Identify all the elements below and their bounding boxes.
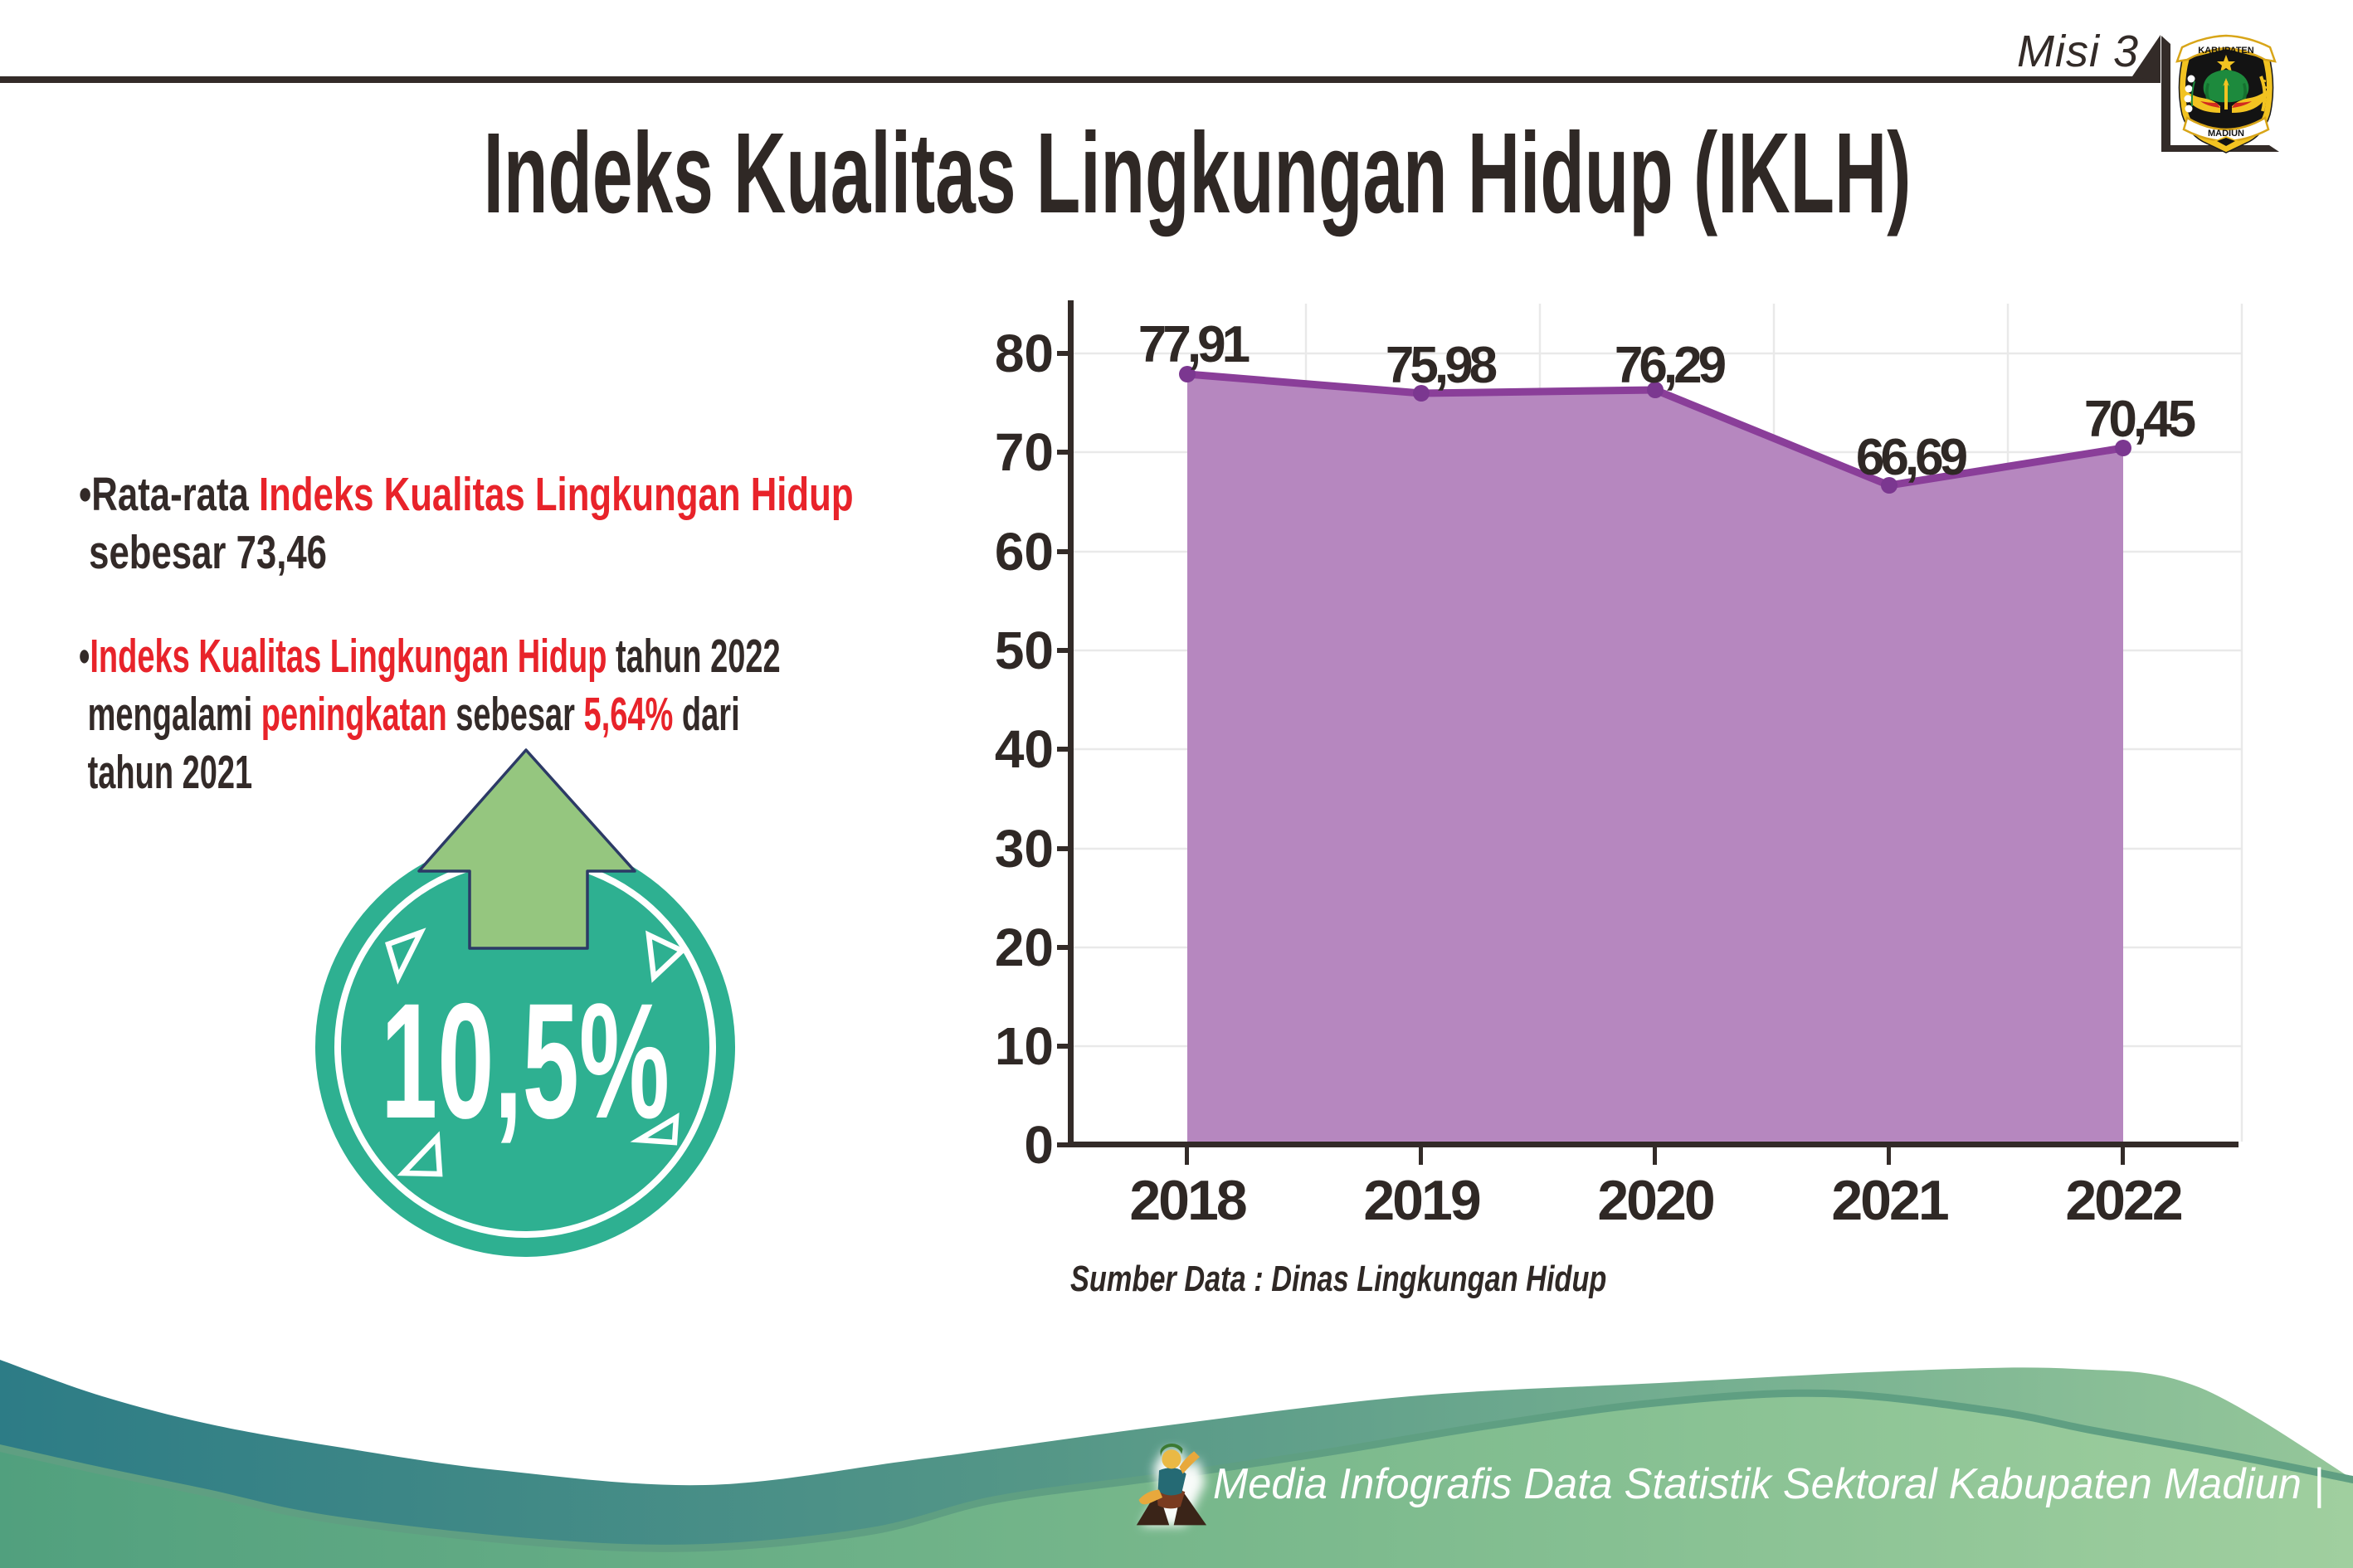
svg-text:76,29: 76,29 [1615, 337, 1726, 394]
svg-text:10: 10 [995, 1016, 1054, 1076]
svg-text:KABUPATEN: KABUPATEN [2198, 46, 2253, 56]
svg-text:10,5%: 10,5% [381, 969, 670, 1152]
svg-text:60: 60 [995, 522, 1054, 582]
svg-text:0: 0 [1024, 1115, 1054, 1175]
svg-text:70,45: 70,45 [2084, 391, 2195, 448]
svg-text:30: 30 [995, 819, 1054, 879]
svg-text:80: 80 [995, 324, 1054, 383]
svg-text:MADIUN: MADIUN [2208, 129, 2244, 139]
svg-text:2020: 2020 [1597, 1169, 1713, 1232]
svg-text:2019: 2019 [1363, 1169, 1479, 1232]
svg-text:75,98: 75,98 [1386, 337, 1497, 394]
svg-text:70: 70 [995, 422, 1054, 482]
svg-text:2018: 2018 [1129, 1169, 1245, 1232]
svg-text:77,91: 77,91 [1138, 316, 1250, 373]
svg-text:66,69: 66,69 [1856, 429, 1967, 486]
svg-text:20: 20 [995, 918, 1054, 977]
svg-text:50: 50 [995, 621, 1054, 680]
svg-text:2021: 2021 [1831, 1169, 1947, 1232]
svg-text:2022: 2022 [2065, 1169, 2181, 1232]
svg-text:40: 40 [995, 719, 1054, 779]
